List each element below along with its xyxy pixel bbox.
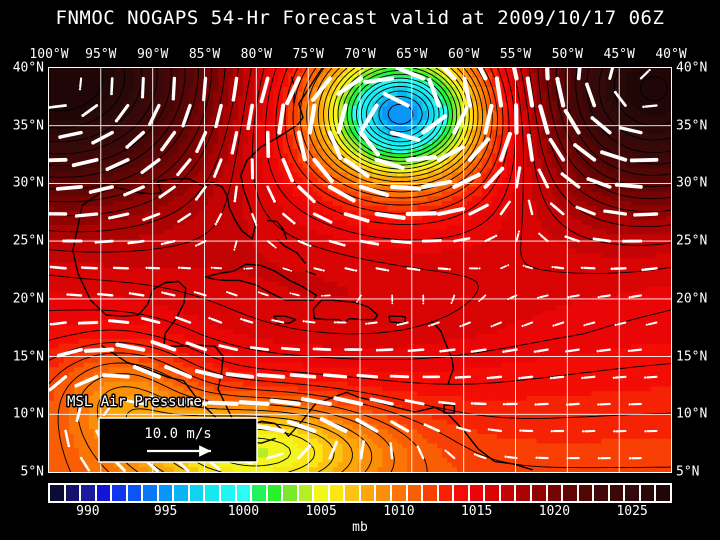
lon-tick-label: 80°W [240, 47, 272, 62]
colorbar-swatch [546, 484, 563, 502]
field-label: MSL Air Pressure [67, 394, 202, 410]
colorbar-swatch [173, 484, 189, 502]
colorbar-swatch [282, 484, 298, 502]
lon-tick-label: 50°W [551, 47, 583, 62]
colorbar-swatch [468, 484, 485, 502]
lon-tick-label: 40°W [655, 47, 687, 62]
lat-tick-label: 35°N [12, 118, 44, 134]
lat-tick-label: 15°N [12, 349, 44, 365]
figure-title: FNMOC NOGAPS 54-Hr Forecast valid at 200… [55, 7, 665, 29]
lon-tick-label: 100°W [29, 47, 69, 62]
colorbar-swatch [49, 484, 65, 502]
wind-scale-box [98, 417, 258, 463]
lat-tick-label: 30°N [12, 175, 44, 191]
pressure-field-svg: MSL Air Pressure 10.0 m/s [49, 68, 671, 472]
colorbar-swatch [391, 484, 407, 502]
colorbar-swatch [655, 484, 671, 502]
colorbar-tick-label: 1000 [227, 504, 260, 519]
colorbar-swatch [499, 484, 516, 502]
colorbar-swatch [328, 484, 345, 502]
lat-tick-label: 30°N [676, 175, 708, 191]
colorbar-swatch [220, 484, 236, 502]
lat-tick-label: 20°N [12, 291, 44, 307]
colorbar-tick-label: 1010 [383, 504, 415, 519]
lon-tick-label: 45°W [603, 47, 635, 62]
lon-tick-label: 65°W [396, 47, 428, 62]
lat-tick-label: 15°N [676, 349, 708, 365]
colorbar-swatch [484, 484, 500, 502]
colorbar-swatch [64, 484, 81, 502]
lat-tick-label: 10°N [676, 406, 708, 422]
colorbar-swatch [359, 484, 376, 502]
colorbar-swatch [422, 484, 438, 502]
colorbar-swatch [297, 484, 314, 502]
colorbar-swatch [593, 484, 609, 502]
lon-tick-label: 55°W [499, 47, 532, 62]
colorbar-swatch [251, 484, 267, 502]
colorbar-swatch [313, 484, 329, 502]
colorbar-tick-label: 1025 [616, 504, 648, 519]
colorbar-swatch [406, 484, 423, 502]
colorbar-swatch [266, 484, 283, 502]
colorbar-swatch [515, 484, 531, 502]
colorbar-tick-label: 1020 [538, 504, 571, 519]
colorbar-swatch [126, 484, 143, 502]
colorbar-swatch [344, 484, 360, 502]
lon-tick-label: 95°W [85, 47, 117, 62]
lon-tick-label: 60°W [448, 47, 480, 62]
lat-tick-label: 10°N [12, 406, 44, 422]
lon-tick-label: 85°W [188, 47, 221, 62]
lat-tick-label: 35°N [676, 118, 708, 134]
colorbar-swatch [204, 484, 221, 502]
lon-tick-label: 90°W [137, 47, 169, 62]
colorbar-swatch [437, 484, 454, 502]
lat-tick-label: 40°N [12, 60, 44, 76]
colorbar-swatch [577, 484, 594, 502]
colorbar-swatch [157, 484, 174, 502]
wind-scale-label: 10.0 m/s [144, 426, 211, 442]
colorbar [48, 483, 672, 503]
colorbar-tick-label: 1005 [305, 504, 337, 519]
colorbar-swatch [235, 484, 252, 502]
longitude-axis: 100°W 95°W 90°W 85°W 80°W 75°W 70°W 65°W 60°W 55°… [0, 47, 720, 65]
lat-tick-label: 25°N [676, 233, 708, 249]
lon-tick-label: 75°W [292, 47, 324, 62]
colorbar-swatch [562, 484, 578, 502]
colorbar-swatch [375, 484, 392, 502]
colorbar-swatch [95, 484, 112, 502]
colorbar-tick-label: 995 [153, 504, 178, 519]
colorbar-swatch [608, 484, 625, 502]
colorbar-swatch [142, 484, 158, 502]
colorbar-unit: mb [352, 520, 368, 535]
map-plot-area: MSL Air Pressure 10.0 m/s [48, 67, 672, 473]
colorbar-swatch [80, 484, 96, 502]
colorbar-swatch [530, 484, 547, 502]
colorbar-tick-label: 990 [76, 504, 100, 519]
lat-tick-label: 20°N [676, 291, 708, 307]
colorbar-swatch [453, 484, 469, 502]
colorbar-swatch [624, 484, 640, 502]
lat-tick-label: 5°N [20, 464, 44, 480]
colorbar-swatch [111, 484, 127, 502]
colorbar-swatch [639, 484, 656, 502]
lat-tick-label: 25°N [12, 233, 44, 249]
lat-tick-label: 40°N [676, 60, 708, 76]
lon-tick-label: 70°W [344, 47, 376, 62]
lat-tick-label: 5°N [676, 464, 700, 480]
colorbar-tick-label: 1015 [460, 504, 493, 519]
colorbar-swatch [188, 484, 205, 502]
